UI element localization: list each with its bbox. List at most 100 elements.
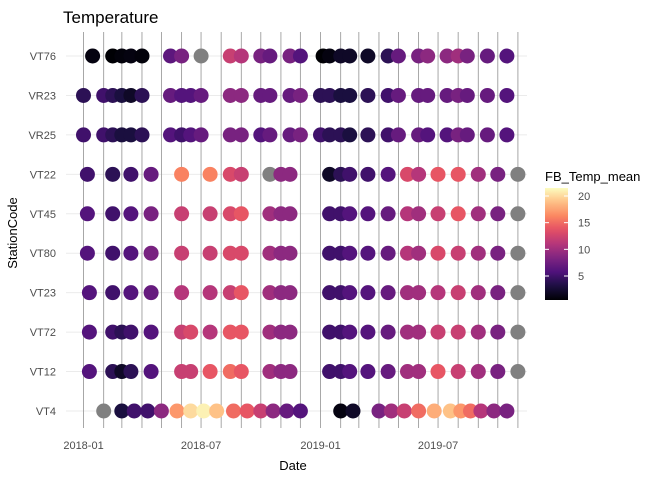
data-point [123, 324, 139, 340]
data-point [163, 87, 178, 103]
data-point [143, 166, 159, 182]
data-point [479, 127, 495, 143]
data-point [360, 48, 376, 64]
data-point [123, 166, 139, 182]
data-point [490, 324, 506, 340]
data-point [105, 245, 121, 261]
data-point [163, 127, 178, 143]
data-point [430, 245, 446, 261]
data-point [123, 206, 139, 222]
data-point [342, 206, 358, 222]
data-point [400, 364, 415, 380]
data-point [342, 166, 358, 182]
data-point [470, 285, 486, 301]
data-point [490, 166, 506, 182]
data-point [76, 87, 91, 103]
data-point [470, 364, 486, 380]
data-point [396, 403, 412, 419]
data-point [400, 285, 415, 301]
data-point [400, 245, 415, 261]
data-point [209, 403, 225, 419]
data-point [262, 48, 278, 64]
data-point [262, 87, 278, 103]
data-point [400, 206, 415, 222]
data-point [105, 206, 121, 222]
data-point [292, 127, 308, 143]
y-tick-label: VT22 [30, 169, 56, 181]
data-point [282, 206, 298, 222]
data-point [470, 324, 486, 340]
data-point [459, 87, 475, 103]
data-point [400, 166, 415, 182]
y-tick-label: VT76 [30, 51, 56, 63]
data-points [76, 48, 526, 419]
data-point [233, 324, 249, 340]
data-point [105, 166, 121, 182]
data-point [380, 87, 396, 103]
data-point [262, 245, 278, 261]
data-point [490, 364, 506, 380]
data-point [143, 364, 159, 380]
data-point [202, 324, 218, 340]
data-point [282, 245, 298, 261]
data-point [430, 364, 446, 380]
data-point [153, 403, 169, 419]
x-tick-label: 2019-07 [418, 440, 458, 452]
data-point [222, 127, 238, 143]
data-point [114, 403, 130, 419]
data-point [183, 324, 199, 340]
data-point [233, 364, 249, 380]
data-point [380, 285, 396, 301]
data-point [383, 403, 399, 419]
data-point [96, 403, 112, 419]
data-point [420, 127, 436, 143]
y-tick-label: VT72 [30, 327, 56, 339]
data-point [123, 127, 139, 143]
y-tick-label: VR23 [28, 90, 56, 102]
x-tick-label: 2019-01 [300, 440, 340, 452]
data-point [342, 127, 358, 143]
data-point [459, 48, 475, 64]
data-point [79, 245, 95, 261]
data-point [420, 48, 436, 64]
data-point [439, 87, 455, 103]
data-point [143, 206, 159, 222]
data-point [193, 127, 209, 143]
data-point [282, 87, 298, 103]
data-point [143, 245, 159, 261]
data-point [450, 166, 466, 182]
data-point [143, 285, 159, 301]
data-point [282, 285, 298, 301]
data-point [342, 285, 358, 301]
data-point [233, 48, 249, 64]
data-point [222, 324, 238, 340]
data-point [322, 206, 338, 222]
data-point [174, 48, 190, 64]
data-point [265, 403, 281, 419]
data-point [123, 48, 139, 64]
data-point [134, 127, 150, 143]
y-tick-label: VT23 [30, 288, 56, 300]
data-point [262, 166, 278, 182]
color-legend: FB_Temp_mean 5 10 15 20 [545, 169, 640, 300]
x-tick-label: 2018-07 [181, 440, 221, 452]
data-point [282, 48, 298, 64]
data-point [486, 403, 502, 419]
y-tick-label: VT45 [30, 209, 56, 221]
data-point [360, 364, 376, 380]
data-point [490, 206, 506, 222]
data-point [134, 87, 150, 103]
data-point [345, 403, 361, 419]
data-point [174, 285, 190, 301]
data-point [490, 285, 506, 301]
data-point [174, 166, 190, 182]
legend-title: FB_Temp_mean [545, 169, 640, 184]
data-point [196, 403, 212, 419]
data-point [411, 364, 427, 380]
data-point [126, 403, 142, 419]
data-point [279, 403, 295, 419]
data-point [499, 87, 515, 103]
data-point [282, 166, 298, 182]
data-point [79, 166, 95, 182]
data-point [222, 48, 238, 64]
